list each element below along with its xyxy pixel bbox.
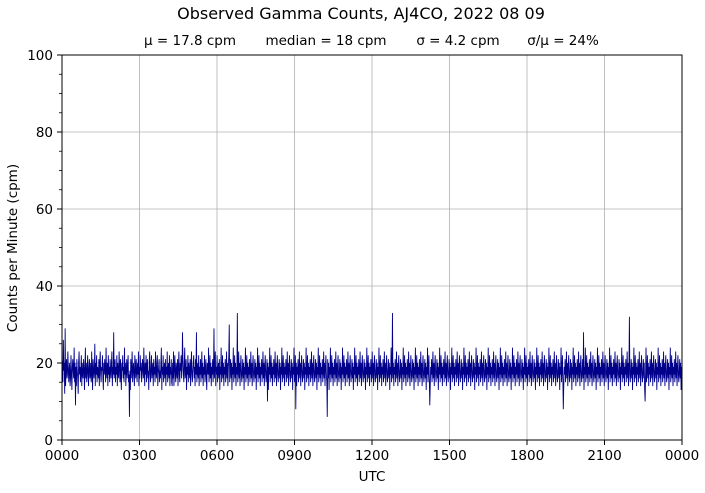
stat-median: median = 18 cpm bbox=[265, 33, 386, 49]
series-layer bbox=[61, 312, 683, 417]
x-axis-label: UTC bbox=[359, 469, 386, 485]
x-tick-label: 1500 bbox=[432, 448, 466, 464]
x-tick-label: 0600 bbox=[200, 448, 234, 464]
y-tick-label: 80 bbox=[36, 125, 53, 141]
x-tick-label: 0000 bbox=[45, 448, 79, 464]
y-axis-ticks: 0 20 40 60 80 100 bbox=[27, 48, 62, 449]
y-tick-label: 100 bbox=[27, 48, 53, 64]
x-tick-label: 0900 bbox=[277, 448, 311, 464]
y-tick-label: 40 bbox=[36, 279, 53, 295]
y-tick-label: 60 bbox=[36, 202, 53, 218]
y-tick-label: 20 bbox=[36, 356, 53, 372]
stat-sigma: σ = 4.2 cpm bbox=[416, 33, 499, 49]
x-tick-label: 1800 bbox=[510, 448, 544, 464]
x-tick-label: 1200 bbox=[355, 448, 389, 464]
grid-lines bbox=[62, 55, 682, 440]
y-axis-label: Counts per Minute (cpm) bbox=[5, 164, 21, 332]
x-tick-label: 0000 bbox=[665, 448, 699, 464]
stat-mean: μ = 17.8 cpm bbox=[144, 33, 236, 49]
x-axis-ticks: 0000 0300 0600 0900 1200 1500 1800 2100 0000 bbox=[45, 440, 699, 464]
gamma-count-line bbox=[61, 312, 683, 417]
x-tick-label: 2100 bbox=[587, 448, 621, 464]
stat-ratio: σ/μ = 24% bbox=[527, 33, 599, 49]
chart-title: Observed Gamma Counts, AJ4CO, 2022 08 09 bbox=[177, 4, 545, 23]
x-tick-label: 0300 bbox=[122, 448, 156, 464]
y-tick-label: 0 bbox=[44, 433, 53, 449]
